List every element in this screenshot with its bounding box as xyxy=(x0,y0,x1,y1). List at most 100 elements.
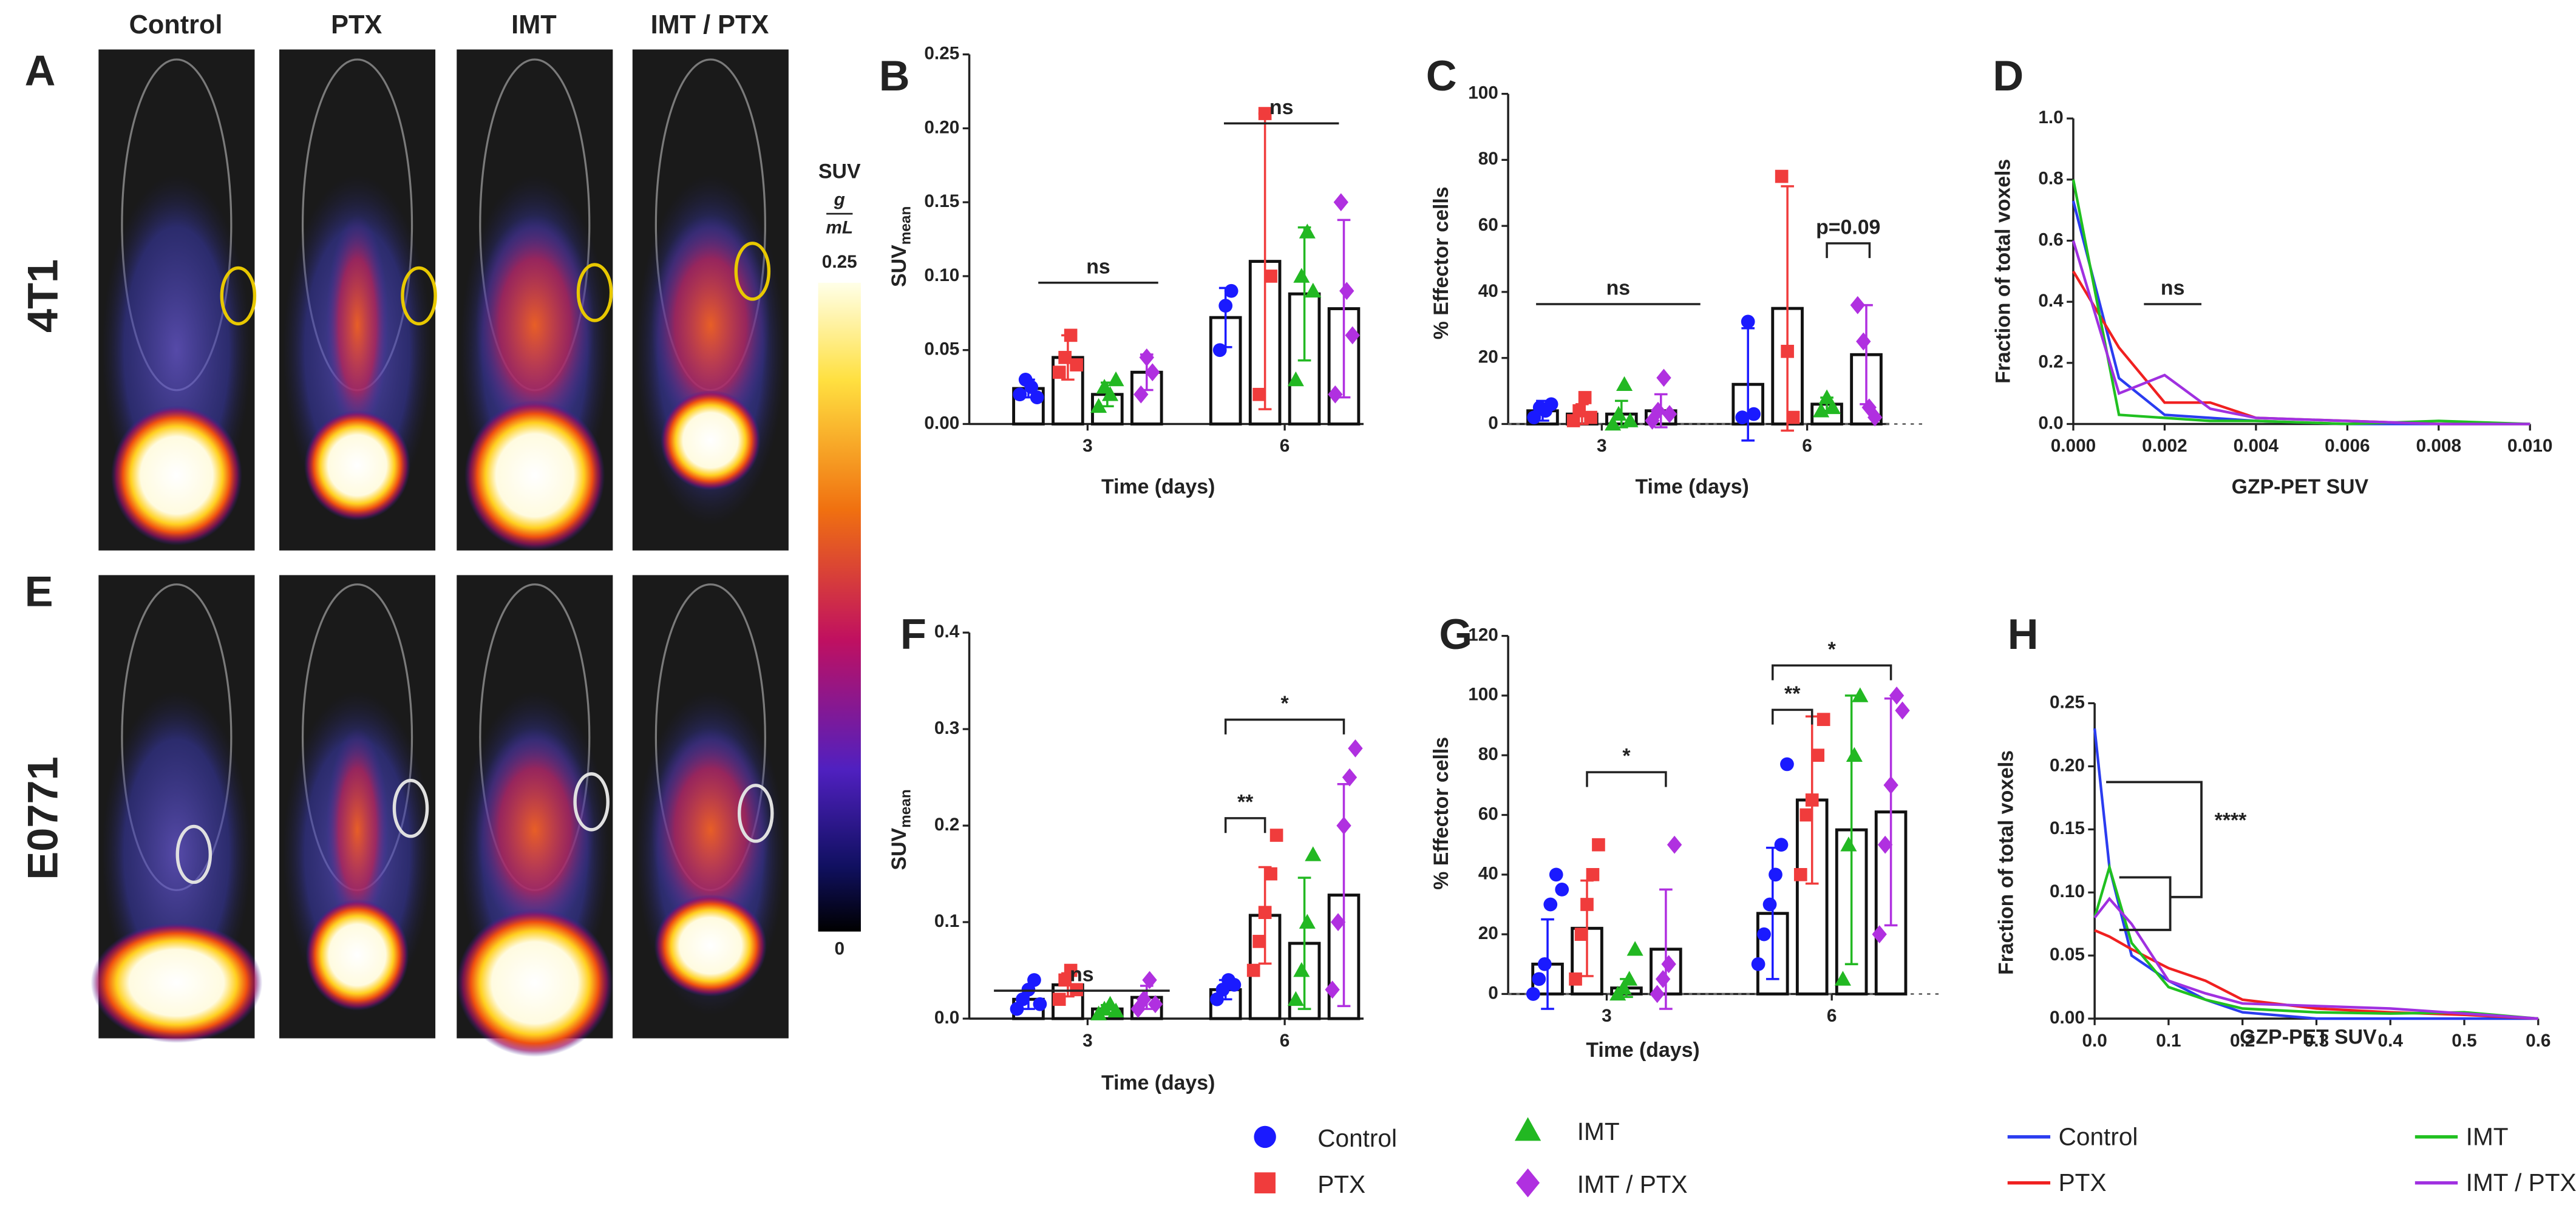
x-tick-label: 3 xyxy=(1602,1006,1612,1026)
bladder xyxy=(304,410,410,521)
x-tick-label: 0.1 xyxy=(2156,1031,2181,1051)
y-tick-label: 20 xyxy=(1478,347,1498,367)
x-tick-label: 0.0 xyxy=(2082,1031,2107,1051)
point xyxy=(1287,371,1304,387)
x-axis-label: Time (days) xyxy=(1101,1071,1215,1094)
significance-label: ** xyxy=(1784,682,1801,705)
x-tick-label: 0.008 xyxy=(2416,436,2461,456)
point xyxy=(1142,971,1157,989)
y-tick-label: 1.0 xyxy=(2038,107,2063,127)
significance-bracket xyxy=(2106,781,2203,931)
x-axis-label: Time (days) xyxy=(1586,1039,1699,1062)
roi xyxy=(401,266,437,326)
point xyxy=(1867,408,1883,427)
point xyxy=(1775,169,1789,183)
panel-label: D xyxy=(1993,52,2024,100)
point xyxy=(1774,838,1789,852)
point xyxy=(1811,748,1825,762)
point xyxy=(1258,906,1272,920)
point xyxy=(1655,970,1671,988)
legend-label: PTX xyxy=(1317,1170,1365,1198)
point xyxy=(1840,836,1857,852)
legend-label: IMT xyxy=(2466,1122,2509,1150)
point xyxy=(1305,282,1322,298)
y-tick-label: 0.6 xyxy=(2038,229,2063,249)
y-axis-label-sub: mean xyxy=(898,789,914,828)
point xyxy=(1741,314,1755,329)
y-tick-label: 0.8 xyxy=(2038,169,2063,189)
roi xyxy=(734,242,771,301)
roi xyxy=(175,824,212,884)
significance-label: * xyxy=(1622,745,1631,768)
point xyxy=(1107,1002,1124,1018)
point xyxy=(1333,193,1348,212)
point xyxy=(1070,358,1083,371)
panel-label: C xyxy=(1426,52,1457,100)
roi xyxy=(576,263,613,322)
point xyxy=(1769,867,1782,882)
point xyxy=(1299,223,1316,239)
point xyxy=(1328,385,1343,404)
y-axis-label: % Effector cells xyxy=(1430,737,1453,890)
y-axis-label: Fraction of total voxels xyxy=(1995,750,2018,975)
point xyxy=(1584,410,1597,424)
legend-marker xyxy=(1254,1172,1276,1193)
point xyxy=(1735,410,1750,424)
colorbar-tick: 0 xyxy=(834,938,845,958)
y-tick-label: 0.10 xyxy=(924,265,959,285)
colorbar-label: SUV xyxy=(818,160,861,183)
y-tick-label: 0.10 xyxy=(2050,881,2085,901)
y-tick-label: 0.05 xyxy=(2050,945,2085,965)
y-axis-label-sub: mean xyxy=(898,206,914,245)
significance-label: ns xyxy=(1086,255,1110,278)
y-tick-label: 60 xyxy=(1478,804,1498,824)
point xyxy=(1325,980,1340,999)
point xyxy=(1846,747,1863,762)
point xyxy=(1030,390,1044,405)
point xyxy=(1856,332,1871,351)
y-tick-label: 0.1 xyxy=(934,911,959,931)
legend-marker xyxy=(1514,1117,1541,1141)
y-axis-label: SUVmean xyxy=(888,206,914,287)
point xyxy=(1537,957,1552,971)
point xyxy=(1064,328,1078,342)
point xyxy=(1293,268,1310,283)
significance-label: ns xyxy=(2161,277,2184,300)
point xyxy=(1667,835,1682,854)
point xyxy=(1877,835,1893,854)
point xyxy=(1024,380,1039,394)
legend-label: PTX xyxy=(2059,1169,2107,1196)
point xyxy=(1227,978,1242,992)
point xyxy=(1780,757,1794,772)
y-tick-label: 40 xyxy=(1478,281,1498,301)
point xyxy=(1610,405,1627,421)
point xyxy=(1786,410,1800,424)
bladder xyxy=(305,899,409,1011)
error-bar xyxy=(1781,185,1794,432)
y-tick-label: 0 xyxy=(1488,413,1498,433)
point xyxy=(1661,955,1676,974)
point xyxy=(1762,897,1777,912)
point xyxy=(1824,399,1841,415)
point xyxy=(1566,414,1580,427)
point xyxy=(1299,914,1316,929)
point xyxy=(1532,972,1546,986)
point xyxy=(1052,365,1066,379)
y-tick-label: 0.25 xyxy=(2050,692,2085,712)
point xyxy=(1330,913,1346,931)
point xyxy=(1287,991,1304,1006)
x-tick-label: 0.000 xyxy=(2051,436,2096,456)
y-axis-label: % Effector cells xyxy=(1430,186,1453,339)
point xyxy=(1781,345,1794,358)
colorbar-unit-numerator: g xyxy=(834,189,845,209)
point xyxy=(1544,397,1558,412)
colorbar-tick: 0.25 xyxy=(822,252,857,272)
row-label: E0771 xyxy=(18,756,66,880)
line xyxy=(2093,862,2538,1020)
x-tick-label: 0.5 xyxy=(2452,1031,2476,1051)
legend-label: Control xyxy=(1317,1124,1397,1152)
point xyxy=(1574,928,1588,941)
x-tick-label: 0.010 xyxy=(2507,436,2552,456)
point xyxy=(1757,927,1771,941)
y-axis-label: SUVmean xyxy=(888,789,914,870)
